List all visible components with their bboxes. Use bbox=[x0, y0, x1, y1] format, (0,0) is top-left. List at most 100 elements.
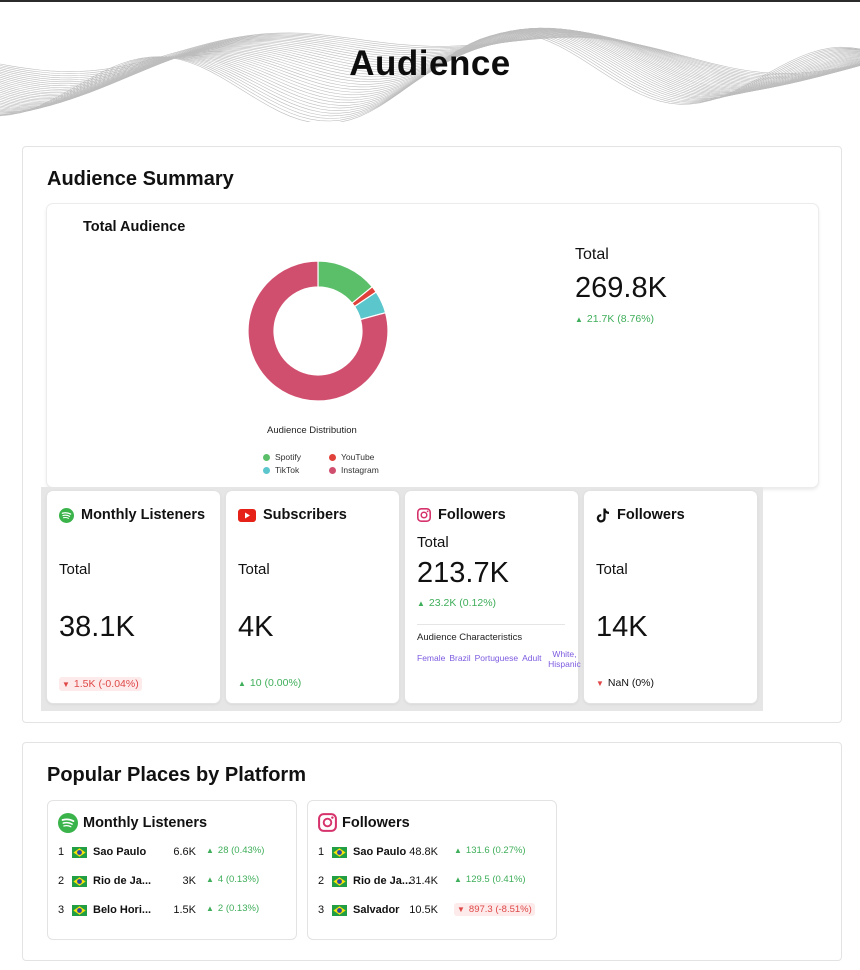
tag[interactable]: Adult bbox=[522, 653, 542, 663]
place-value: 6.6K bbox=[173, 846, 196, 858]
tag[interactable]: Female bbox=[417, 653, 446, 663]
place-value: 1.5K bbox=[173, 904, 196, 916]
spotify-icon bbox=[58, 813, 78, 833]
card-header: Followers bbox=[318, 813, 410, 832]
audience-donut-chart bbox=[247, 260, 389, 402]
card-header: Monthly Listeners bbox=[58, 813, 207, 833]
place-delta-text: 2 (0.13%) bbox=[217, 903, 260, 914]
place-delta: ▲ 4 (0.13%) bbox=[206, 874, 259, 885]
legend-label: YouTube bbox=[341, 452, 375, 462]
metric-delta: ▲ 23.2K (0.12%) bbox=[417, 597, 496, 609]
wave-line bbox=[0, 32, 860, 74]
characteristics-tags: Female Brazil Portuguese Adult White, Hi… bbox=[417, 649, 583, 669]
brazil-flag-icon bbox=[332, 847, 347, 858]
legend-label: Instagram bbox=[341, 465, 379, 475]
rank: 1 bbox=[58, 846, 65, 858]
total-label: Total bbox=[596, 561, 628, 578]
place-value: 10.5K bbox=[409, 904, 438, 916]
up-arrow-icon: ▲ bbox=[206, 904, 214, 913]
card-title: Followers bbox=[342, 814, 410, 831]
metric-value: 213.7K bbox=[417, 557, 509, 589]
wave-line bbox=[0, 34, 860, 77]
legend-item-instagram[interactable]: Instagram bbox=[329, 465, 389, 475]
brazil-flag-icon bbox=[332, 905, 347, 916]
city-name: Rio de Ja... bbox=[93, 875, 152, 887]
legend-swatch bbox=[329, 453, 336, 461]
instagram-metric-card: Followers Total 213.7K ▲ 23.2K (0.12%) Au… bbox=[405, 491, 581, 703]
place-value: 3K bbox=[182, 875, 196, 887]
place-row[interactable]: 2 Rio de Ja... 31.4K ▲ 129.5 (0.41%) bbox=[318, 873, 554, 891]
total-label: Total bbox=[575, 246, 609, 263]
total-summary: Total 269.8K ▲ 21.7K (8.76%) bbox=[575, 246, 667, 327]
donut-slice-instagram[interactable] bbox=[247, 260, 389, 402]
city-name: Belo Hori... bbox=[93, 904, 152, 916]
total-delta-text: 21.7K (8.76%) bbox=[586, 313, 655, 325]
up-arrow-icon: ▲ bbox=[575, 314, 583, 324]
place-delta-text: 131.6 (0.27%) bbox=[465, 845, 526, 856]
spotify-metric-card: Monthly Listeners Total 38.1K ▼ 1.5K (-0.… bbox=[47, 491, 220, 703]
metric-delta: ▼ 1.5K (-0.04%) bbox=[59, 677, 142, 691]
card-title: Followers bbox=[617, 507, 685, 523]
place-delta: ▲ 129.5 (0.41%) bbox=[454, 874, 526, 885]
rank: 2 bbox=[318, 875, 325, 887]
card-header: Monthly Listeners bbox=[59, 507, 205, 523]
brazil-flag-icon bbox=[72, 876, 87, 887]
place-row[interactable]: 1 Sao Paulo 48.8K ▲ 131.6 (0.27%) bbox=[318, 844, 554, 862]
metric-delta-text: NaN (0%) bbox=[607, 677, 655, 689]
place-value: 48.8K bbox=[409, 846, 438, 858]
total-label: Total bbox=[59, 561, 91, 578]
tag[interactable]: Brazil bbox=[449, 653, 471, 663]
wave-pattern bbox=[0, 27, 860, 122]
page-title: Audience bbox=[349, 44, 511, 83]
up-arrow-icon: ▲ bbox=[238, 678, 246, 688]
place-row[interactable]: 2 Rio de Ja... 3K ▲ 4 (0.13%) bbox=[58, 873, 294, 891]
legend-swatch bbox=[263, 453, 270, 461]
wave-line bbox=[0, 28, 860, 102]
section-title: Audience Summary bbox=[47, 168, 234, 190]
tag[interactable]: Portuguese bbox=[474, 653, 519, 663]
rank: 3 bbox=[318, 904, 325, 916]
hero-banner: Audience bbox=[0, 2, 860, 122]
legend-item-spotify[interactable]: Spotify bbox=[263, 452, 329, 462]
brazil-flag-icon bbox=[72, 847, 87, 858]
place-delta: ▼ 897.3 (-8.51%) bbox=[454, 903, 535, 916]
tag[interactable]: White, Hispanic bbox=[548, 649, 581, 669]
down-arrow-icon: ▼ bbox=[457, 905, 465, 914]
tiktok-icon bbox=[596, 508, 609, 522]
place-delta-text: 28 (0.43%) bbox=[217, 845, 265, 856]
metric-value: 4K bbox=[238, 611, 274, 643]
legend-item-youtube[interactable]: YouTube bbox=[329, 452, 389, 462]
brazil-flag-icon bbox=[332, 876, 347, 887]
place-delta-text: 129.5 (0.41%) bbox=[465, 874, 526, 885]
place-delta: ▲ 131.6 (0.27%) bbox=[454, 845, 526, 856]
section-title: Popular Places by Platform bbox=[47, 764, 306, 786]
legend-label: TikTok bbox=[275, 465, 300, 475]
place-row[interactable]: 3 Salvador 10.5K ▼ 897.3 (-8.51%) bbox=[318, 902, 554, 920]
top-border bbox=[0, 0, 860, 2]
up-arrow-icon: ▲ bbox=[206, 846, 214, 855]
rank: 2 bbox=[58, 875, 65, 887]
youtube-icon bbox=[238, 508, 256, 522]
platform-metrics: Monthly Listeners Total 38.1K ▼ 1.5K (-0.… bbox=[41, 487, 763, 711]
place-delta: ▲ 2 (0.13%) bbox=[206, 903, 259, 914]
card-title: Followers bbox=[438, 507, 506, 523]
legend-item-tiktok[interactable]: TikTok bbox=[263, 465, 329, 475]
place-row[interactable]: 1 Sao Paulo 6.6K ▲ 28 (0.43%) bbox=[58, 844, 294, 862]
place-delta: ▲ 28 (0.43%) bbox=[206, 845, 264, 856]
legend-label: Spotify bbox=[275, 452, 301, 462]
legend-swatch bbox=[329, 466, 336, 474]
down-arrow-icon: ▼ bbox=[596, 678, 604, 688]
total-value: 269.8K bbox=[575, 272, 667, 304]
place-delta-text: 897.3 (-8.51%) bbox=[468, 904, 532, 915]
wave-line bbox=[0, 32, 860, 122]
metric-delta-text: 10 (0.00%) bbox=[249, 677, 302, 689]
total-audience-card: Total Audience Audience Distribution Spo… bbox=[47, 204, 818, 487]
card-title: Monthly Listeners bbox=[81, 507, 206, 523]
wave-line bbox=[0, 33, 860, 83]
chart-title: Audience Distribution bbox=[267, 425, 357, 436]
metric-delta: ▼ NaN (0%) bbox=[596, 677, 654, 689]
place-row[interactable]: 3 Belo Hori... 1.5K ▲ 2 (0.13%) bbox=[58, 902, 294, 920]
instagram-icon bbox=[417, 508, 431, 522]
instagram-places-card: Followers 1 Sao Paulo 48.8K ▲ 131.6 (0.27… bbox=[307, 800, 557, 940]
divider bbox=[417, 624, 565, 625]
